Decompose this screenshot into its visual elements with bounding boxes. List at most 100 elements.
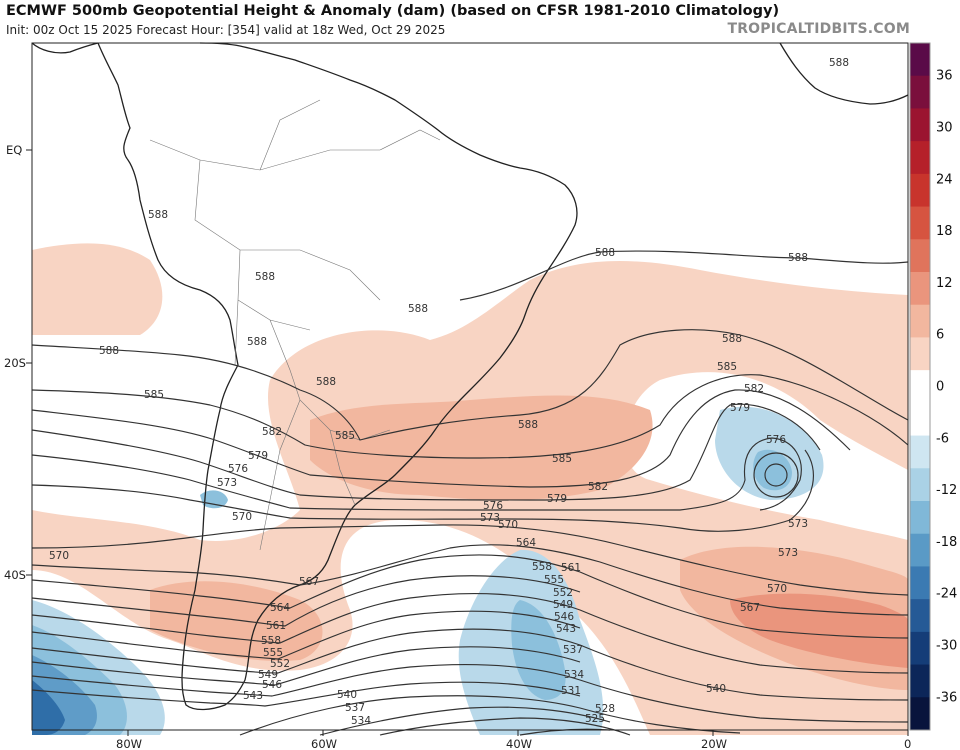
contour-label: 546 [262, 679, 282, 691]
contour-label: 588 [829, 57, 849, 69]
contour-label: 552 [553, 587, 573, 599]
colorbar-frame [909, 42, 931, 731]
contour-label: 573 [788, 518, 808, 530]
warm-anomaly-far-northeast [780, 43, 908, 110]
colorbar-label: 36 [936, 69, 953, 84]
contour-label: 534 [351, 715, 371, 727]
contour-label: 588 [518, 419, 538, 431]
contour-label: 564 [516, 537, 536, 549]
colorbar-label: 12 [936, 276, 953, 291]
contour-546 [31, 664, 909, 723]
colorbar-swatch [910, 173, 930, 208]
colorbar-swatch [910, 304, 930, 338]
lat-label-eq: EQ [6, 143, 22, 157]
contour-label: 585 [144, 389, 164, 401]
contour-588-north [459, 250, 909, 301]
contour-label: 537 [345, 702, 365, 714]
colorbar-label: 24 [936, 172, 953, 187]
warm-anomaly-band [32, 243, 163, 335]
contour-label: 585 [717, 361, 737, 373]
contour-label: 582 [262, 426, 282, 438]
contour-570 [31, 524, 909, 596]
colorbar-label: -18 [936, 535, 957, 550]
contour-label: 570 [232, 511, 252, 523]
colorbar-label: -30 [936, 638, 957, 653]
contour-label: 552 [270, 658, 290, 670]
contour-label: 588 [722, 333, 742, 345]
africa-coast [779, 42, 909, 105]
contour-label: 570 [498, 519, 518, 531]
contour-label: 555 [263, 647, 283, 659]
contour-label: 558 [261, 635, 281, 647]
contour-537 [319, 706, 611, 736]
lon-label-20w: 20W [701, 737, 727, 750]
latitude-axis: EQ 20S 40S [4, 143, 32, 582]
contour-label: 573 [217, 477, 237, 489]
central-america-coast [31, 42, 99, 54]
colorbar-label: -36 [936, 690, 957, 705]
contour-label: 561 [561, 562, 581, 574]
contour-label: 555 [544, 574, 564, 586]
contour-567 [31, 544, 909, 616]
contour-label: 549 [553, 599, 573, 611]
cold-anomaly-central-south-mid [511, 600, 566, 700]
contour-label: 579 [248, 450, 268, 462]
contour-585 [31, 374, 909, 459]
colorbar-label: 18 [936, 224, 953, 239]
contour-label: 588 [408, 303, 428, 315]
contour-low-outer [753, 452, 799, 498]
contour-label: 558 [532, 561, 552, 573]
colorbar-label: 0 [936, 380, 944, 395]
contour-label: 564 [270, 602, 290, 614]
colorbar-swatch [910, 468, 930, 502]
colorbar-swatch [910, 239, 930, 273]
contour-label: 573 [480, 512, 500, 524]
colorbar-label: -24 [936, 587, 957, 602]
contour-540 [239, 695, 741, 736]
contour-label: 576 [483, 500, 503, 512]
contour-543 [31, 681, 581, 707]
cold-anomaly-chile-small [200, 490, 228, 509]
contour-582 [31, 389, 851, 488]
contour-label: 537 [563, 644, 583, 656]
colorbar-swatch [910, 501, 930, 535]
colorbar-label: -6 [936, 431, 949, 446]
country-borders [149, 99, 441, 551]
contour-561 [31, 575, 581, 627]
contour-label: 588 [788, 252, 808, 264]
colorbar-swatch [910, 664, 930, 698]
contour-label: 561 [266, 620, 286, 632]
colorbar-swatch [910, 206, 930, 240]
contour-label: 576 [766, 434, 786, 446]
lon-label-60w: 60W [311, 737, 337, 750]
contour-label: 534 [564, 669, 584, 681]
border-lines [149, 99, 441, 551]
contour-low-inner [764, 463, 788, 487]
contour-label: 582 [744, 383, 764, 395]
contour-label: 546 [554, 611, 574, 623]
contour-555 [31, 610, 581, 660]
contour-label: 588 [148, 209, 168, 221]
colorbar-swatch [910, 566, 930, 600]
contour-label: 525 [585, 713, 605, 725]
contour-label: 588 [247, 336, 267, 348]
colorbar-swatch [910, 631, 930, 666]
contour-534 [379, 717, 631, 736]
contour-label: 579 [730, 402, 750, 414]
contour-573 [31, 449, 814, 532]
lon-label-80w: 80W [116, 737, 142, 750]
contour-579 [31, 403, 821, 501]
contour-label: 543 [556, 623, 576, 635]
cold-anomaly-southwest-core [32, 680, 65, 735]
contour-label: 549 [258, 669, 278, 681]
colorbar-swatch [910, 108, 930, 142]
contour-588 [31, 329, 909, 441]
contour-label: 588 [99, 345, 119, 357]
colorbar-label: 6 [936, 328, 944, 343]
contour-label: 531 [561, 685, 581, 697]
colorbar-swatch [910, 337, 930, 371]
colorbar-swatch [910, 533, 930, 567]
colorbar-swatch [910, 75, 930, 109]
colorbar-swatch [910, 435, 930, 469]
colorbar: 36 30 24 18 12 6 0 -6 -12 -18 -24 -30 -36 [909, 42, 957, 731]
